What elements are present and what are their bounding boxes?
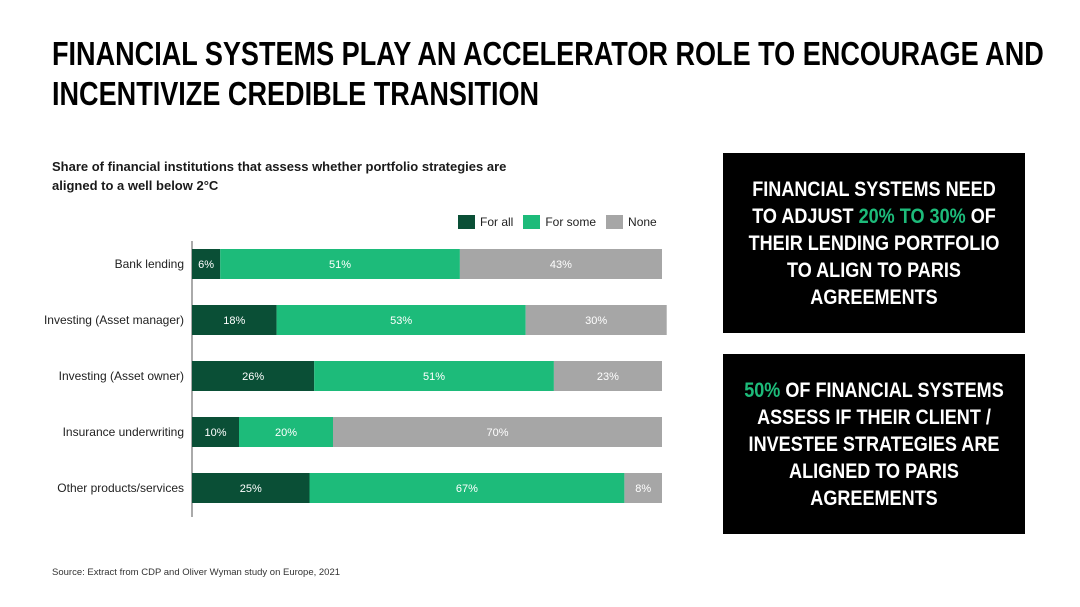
legend-item-for-all: For all <box>458 215 513 229</box>
callout-box-assessment: 50% OF FINANCIAL SYSTEMS ASSESS IF THEIR… <box>723 354 1025 534</box>
legend-swatch-for-some <box>523 215 541 229</box>
callout-lending-after: OF THEIR LENDING PORTFOLIO TO ALIGN TO P… <box>748 204 1000 309</box>
legend-swatch-none <box>606 215 624 229</box>
chart-legend: For all For some None <box>458 215 667 229</box>
page-title: FINANCIAL SYSTEMS PLAY AN ACCELERATOR RO… <box>52 34 1044 114</box>
data-label: 43% <box>550 259 572 271</box>
bar-segment-for-all <box>192 305 277 335</box>
source-note: Source: Extract from CDP and Oliver Wyma… <box>52 567 341 578</box>
bar-segment-none <box>459 249 662 279</box>
data-label: 70% <box>486 427 508 439</box>
title-line-2: INCENTIVIZE CREDIBLE TRANSITION <box>52 75 540 112</box>
data-label: 20% <box>275 427 297 439</box>
data-label: 10% <box>204 427 226 439</box>
bar-segment-for-some <box>220 249 460 279</box>
bar-segment-for-all <box>192 473 310 503</box>
data-label: 25% <box>240 483 262 495</box>
bar-segment-for-some <box>309 473 625 503</box>
legend-item-for-some: For some <box>523 215 596 229</box>
bar-segment-none <box>333 417 662 447</box>
bar-segment-for-all <box>192 417 239 447</box>
callout-assessment-after: OF FINANCIAL SYSTEMS ASSESS IF THEIR CLI… <box>748 378 1004 510</box>
legend-item-none: None <box>606 215 657 229</box>
data-label: 51% <box>423 371 445 383</box>
chart-title: Share of financial institutions that ass… <box>52 159 507 193</box>
bar-segment-none <box>553 361 662 391</box>
callout-lending-before: FINANCIAL SYSTEMS NEED TO ADJUST <box>752 177 996 228</box>
category-label: Investing (Asset owner) <box>59 369 184 383</box>
callout-text-lending: FINANCIAL SYSTEMS NEED TO ADJUST 20% TO … <box>744 176 1004 311</box>
category-label: Investing (Asset manager) <box>44 313 184 327</box>
title-line-1: FINANCIAL SYSTEMS PLAY AN ACCELERATOR RO… <box>52 35 1044 72</box>
data-label: 67% <box>456 483 478 495</box>
category-label: Insurance underwriting <box>63 425 184 439</box>
data-label: 23% <box>597 371 619 383</box>
legend-label-none: None <box>628 215 657 229</box>
data-label: 30% <box>585 315 607 327</box>
stacked-bar-chart: Bank lending 6% 51% 43% Investing (Asset man… <box>44 241 667 517</box>
bar-segment-for-some <box>314 361 554 391</box>
legend-label-for-some: For some <box>545 215 597 229</box>
data-label: 8% <box>635 483 651 495</box>
bar-segment-for-some <box>276 305 526 335</box>
bar-segment-for-all <box>192 361 315 391</box>
data-label: 6% <box>198 259 214 271</box>
bar-segment-none <box>624 473 662 503</box>
legend-swatch-for-all <box>458 215 475 229</box>
bar-segment-none <box>525 305 667 335</box>
callout-assessment-highlight: 50% <box>744 378 781 402</box>
legend-label-for-all: For all <box>480 215 514 229</box>
callout-text-assessment: 50% OF FINANCIAL SYSTEMS ASSESS IF THEIR… <box>744 377 1004 512</box>
data-label: 51% <box>329 259 351 271</box>
callout-box-lending: FINANCIAL SYSTEMS NEED TO ADJUST 20% TO … <box>723 153 1025 333</box>
data-label: 18% <box>223 315 245 327</box>
bar-segment-for-some <box>239 417 333 447</box>
category-label: Bank lending <box>115 257 184 271</box>
category-label: Other products/services <box>57 481 184 495</box>
callout-lending-highlight: 20% TO 30% <box>858 204 966 228</box>
data-label: 53% <box>390 315 412 327</box>
data-label: 26% <box>242 371 264 383</box>
bar-segment-for-all <box>192 249 221 279</box>
